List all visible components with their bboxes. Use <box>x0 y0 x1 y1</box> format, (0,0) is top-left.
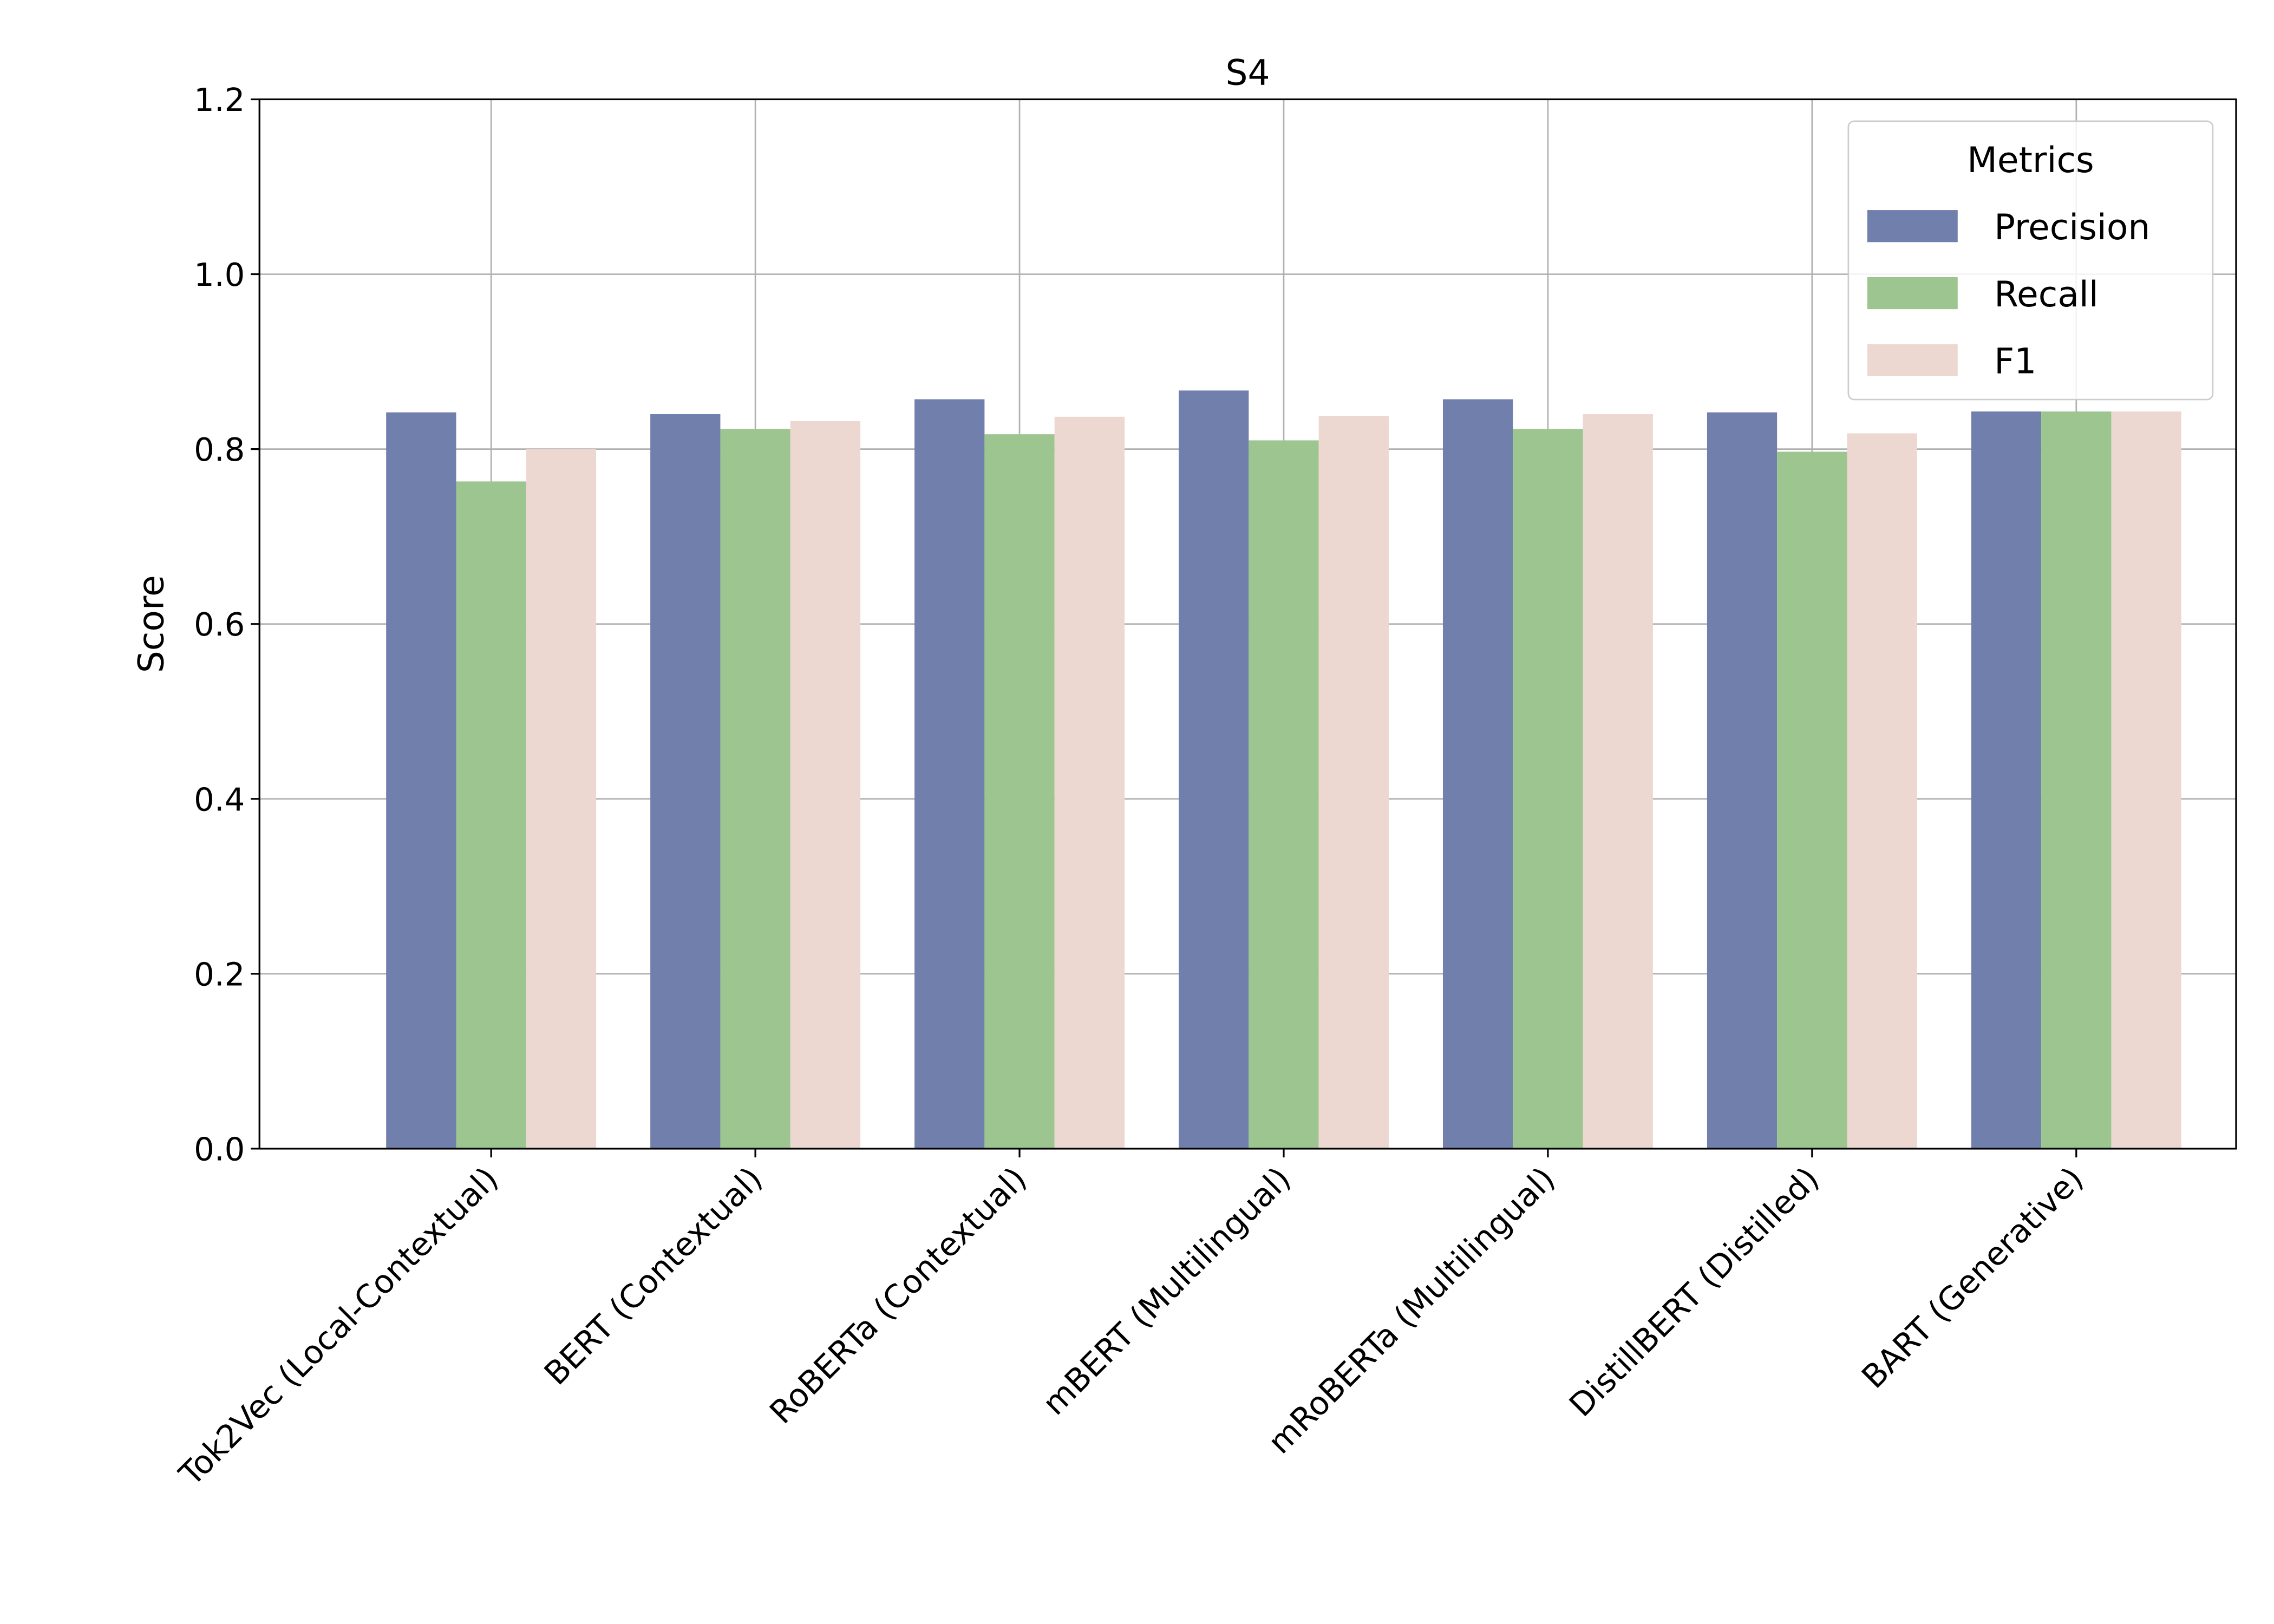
chart-title: S4 <box>1226 53 1270 94</box>
bar-precision-1 <box>650 414 721 1149</box>
bar-precision-3 <box>1179 390 1249 1149</box>
bar-recall-0 <box>456 481 526 1149</box>
legend-label-precision: Precision <box>1994 207 2150 248</box>
y-tick-label: 1.2 <box>194 81 245 119</box>
bar-recall-2 <box>984 434 1055 1149</box>
legend-frame <box>1847 120 2214 401</box>
y-tick-label: 0.4 <box>194 781 245 818</box>
bar-recall-5 <box>1777 451 1847 1149</box>
legend: Metrics Precision Recall F1 <box>1847 120 2214 401</box>
bar-precision-5 <box>1707 412 1778 1149</box>
bar-recall-4 <box>1513 429 1583 1149</box>
bar-precision-6 <box>1971 411 2042 1149</box>
legend-swatch-f1 <box>1867 344 1958 376</box>
legend-swatch-precision <box>1867 210 1958 243</box>
y-tick-label: 0.8 <box>194 431 245 468</box>
legend-label-recall: Recall <box>1994 274 2099 315</box>
y-tick-label: 0.6 <box>194 606 245 643</box>
bar-f1-6 <box>2111 411 2181 1149</box>
legend-title: Metrics <box>1967 140 2094 181</box>
bar-f1-2 <box>1054 416 1125 1149</box>
legend-label-f1: F1 <box>1994 342 2036 382</box>
bar-f1-3 <box>1318 416 1389 1149</box>
bar-f1-1 <box>790 421 861 1149</box>
bar-recall-1 <box>720 429 790 1149</box>
y-axis-label: Score <box>132 575 172 673</box>
bar-recall-3 <box>1249 440 1319 1149</box>
bar-precision-2 <box>914 399 985 1149</box>
y-tick-label: 0.0 <box>194 1130 245 1168</box>
legend-swatch-recall <box>1867 277 1958 310</box>
bar-recall-6 <box>2041 411 2112 1149</box>
y-tick-label: 0.2 <box>194 955 245 993</box>
bar-f1-5 <box>1847 433 1917 1149</box>
bars <box>386 390 2181 1149</box>
y-tick-label: 1.0 <box>194 256 245 293</box>
bar-precision-4 <box>1442 399 1513 1149</box>
bar-precision-0 <box>386 412 456 1149</box>
y-ticks: 0.0 0.2 0.4 0.6 0.8 1.0 1.2 <box>194 81 260 1168</box>
bar-f1-4 <box>1583 414 1653 1149</box>
bar-f1-0 <box>526 449 597 1149</box>
